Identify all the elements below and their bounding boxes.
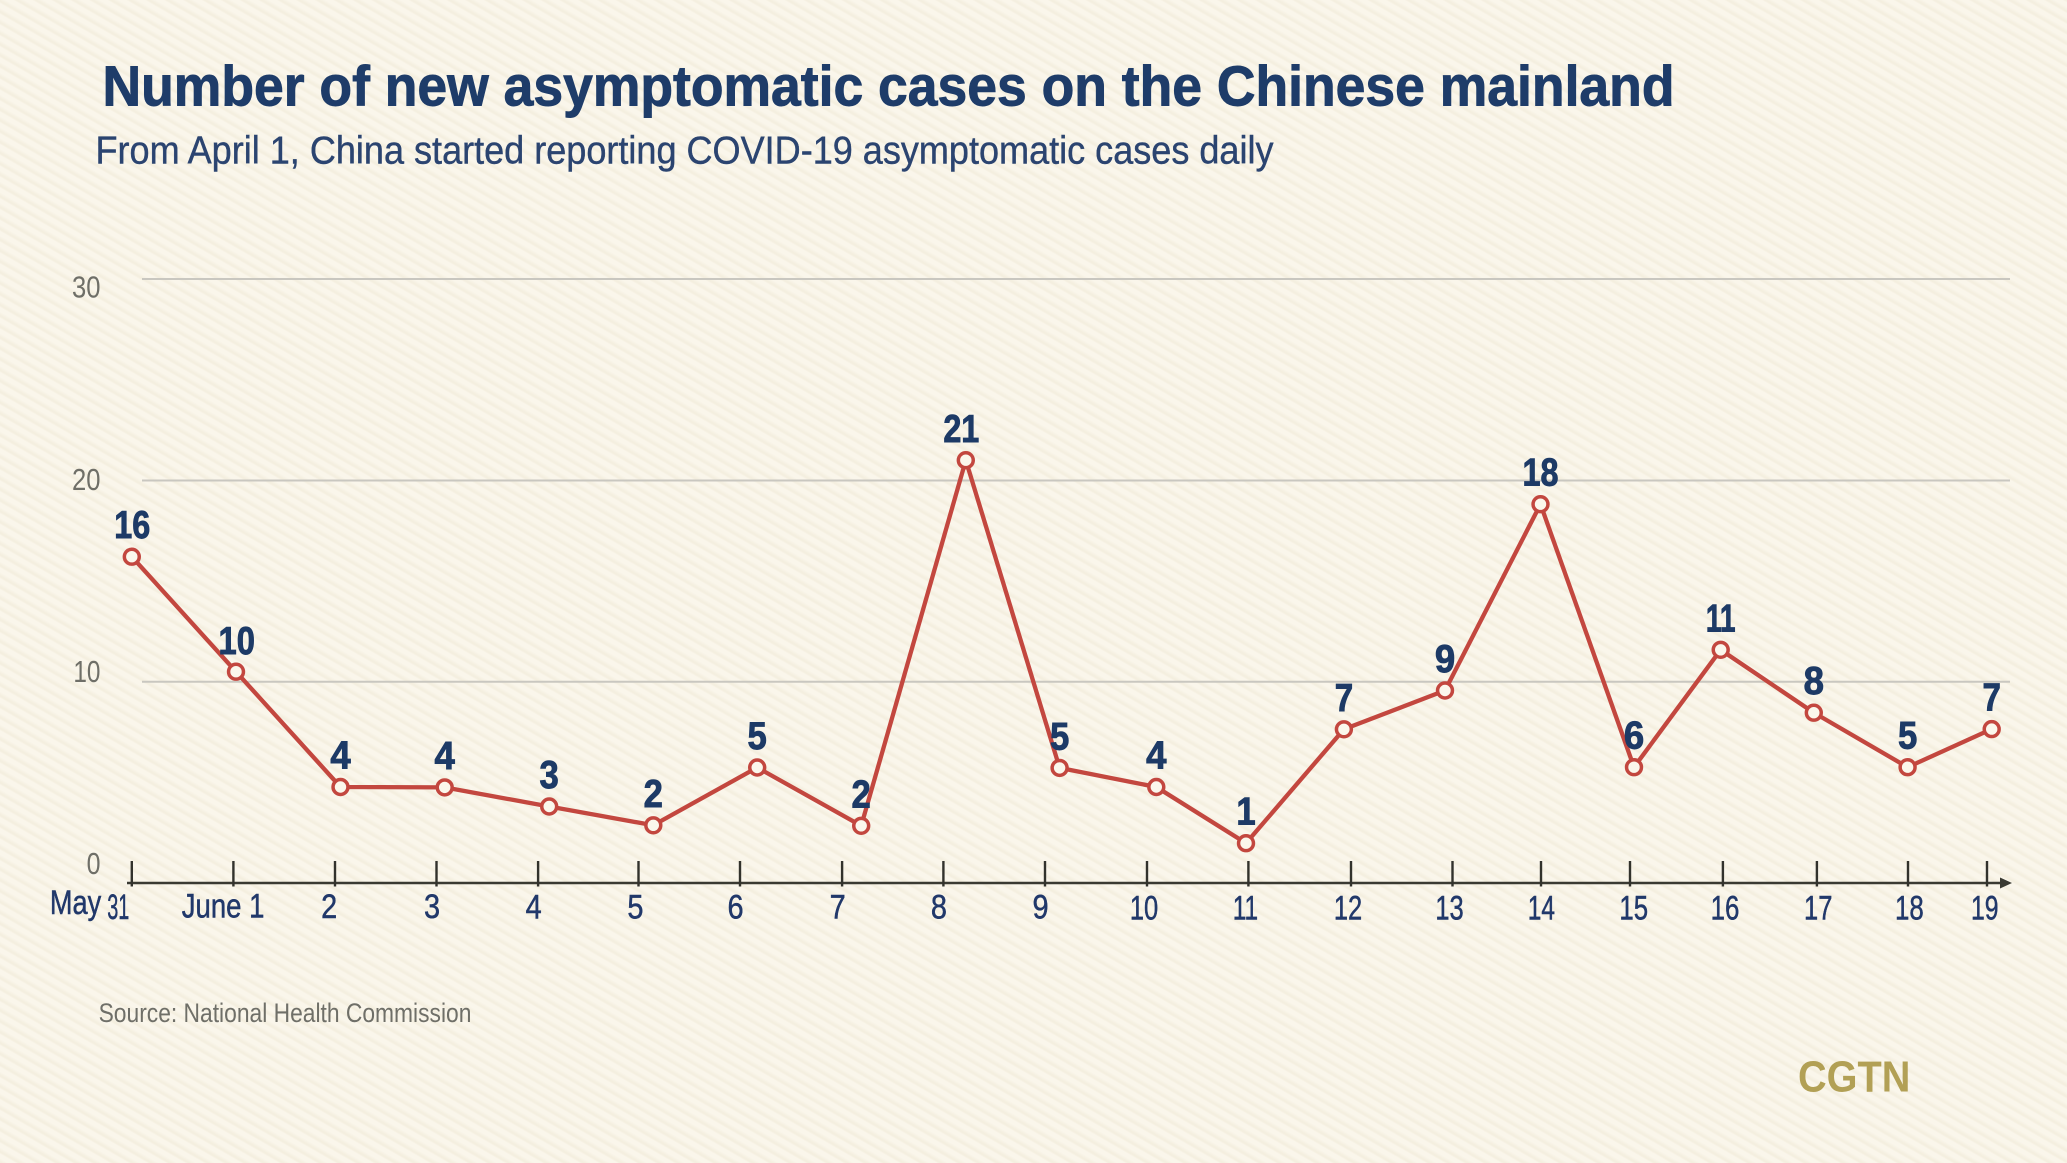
svg-text:6: 6 (727, 887, 743, 926)
svg-text:7: 7 (1335, 676, 1353, 719)
svg-text:11: 11 (1706, 597, 1736, 640)
svg-text:31: 31 (107, 888, 129, 927)
svg-text:4: 4 (526, 887, 542, 926)
svg-text:8: 8 (931, 887, 947, 926)
svg-text:21: 21 (943, 408, 979, 451)
svg-text:5: 5 (1898, 714, 1917, 757)
svg-text:10: 10 (1130, 890, 1158, 927)
svg-text:9: 9 (1435, 637, 1455, 680)
svg-text:17: 17 (1804, 890, 1832, 927)
svg-text:May: May (50, 883, 102, 922)
svg-text:2: 2 (644, 772, 663, 815)
svg-text:18: 18 (1895, 890, 1924, 927)
svg-text:7: 7 (830, 887, 846, 926)
svg-text:4: 4 (330, 734, 350, 777)
svg-text:5: 5 (1050, 715, 1069, 758)
svg-text:8: 8 (1804, 659, 1824, 702)
svg-text:June 1: June 1 (182, 887, 265, 925)
svg-text:10: 10 (219, 620, 255, 663)
svg-text:3: 3 (424, 887, 440, 926)
svg-text:CGTN: CGTN (1798, 1053, 1910, 1102)
svg-text:19: 19 (1971, 890, 1999, 928)
svg-text:2: 2 (852, 773, 871, 816)
svg-text:From April 1, China started re: From April 1, China started reporting CO… (96, 129, 1275, 172)
svg-text:4: 4 (1146, 734, 1166, 777)
svg-text:15: 15 (1619, 890, 1648, 927)
svg-text:10: 10 (73, 654, 100, 688)
svg-text:14: 14 (1528, 890, 1555, 928)
svg-text:30: 30 (72, 270, 100, 304)
svg-text:13: 13 (1435, 890, 1463, 927)
svg-text:11: 11 (1233, 890, 1258, 928)
svg-text:12: 12 (1334, 890, 1362, 927)
svg-text:Source: National Health Commis: Source: National Health Commission (99, 998, 472, 1028)
svg-text:16: 16 (1711, 890, 1740, 927)
svg-text:20: 20 (72, 463, 100, 497)
svg-text:0: 0 (87, 847, 101, 881)
svg-text:4: 4 (435, 734, 455, 777)
svg-text:5: 5 (748, 714, 767, 757)
svg-text:7: 7 (1982, 676, 2000, 719)
svg-text:2: 2 (321, 887, 337, 926)
svg-text:16: 16 (114, 503, 150, 546)
svg-text:1: 1 (1236, 790, 1255, 833)
svg-text:6: 6 (1624, 714, 1644, 757)
svg-text:Number of new asymptomatic cas: Number of new asymptomatic cases on the … (103, 55, 1675, 118)
svg-text:18: 18 (1523, 451, 1559, 494)
svg-text:5: 5 (627, 887, 643, 926)
svg-text:9: 9 (1032, 887, 1048, 926)
svg-text:3: 3 (540, 753, 559, 796)
